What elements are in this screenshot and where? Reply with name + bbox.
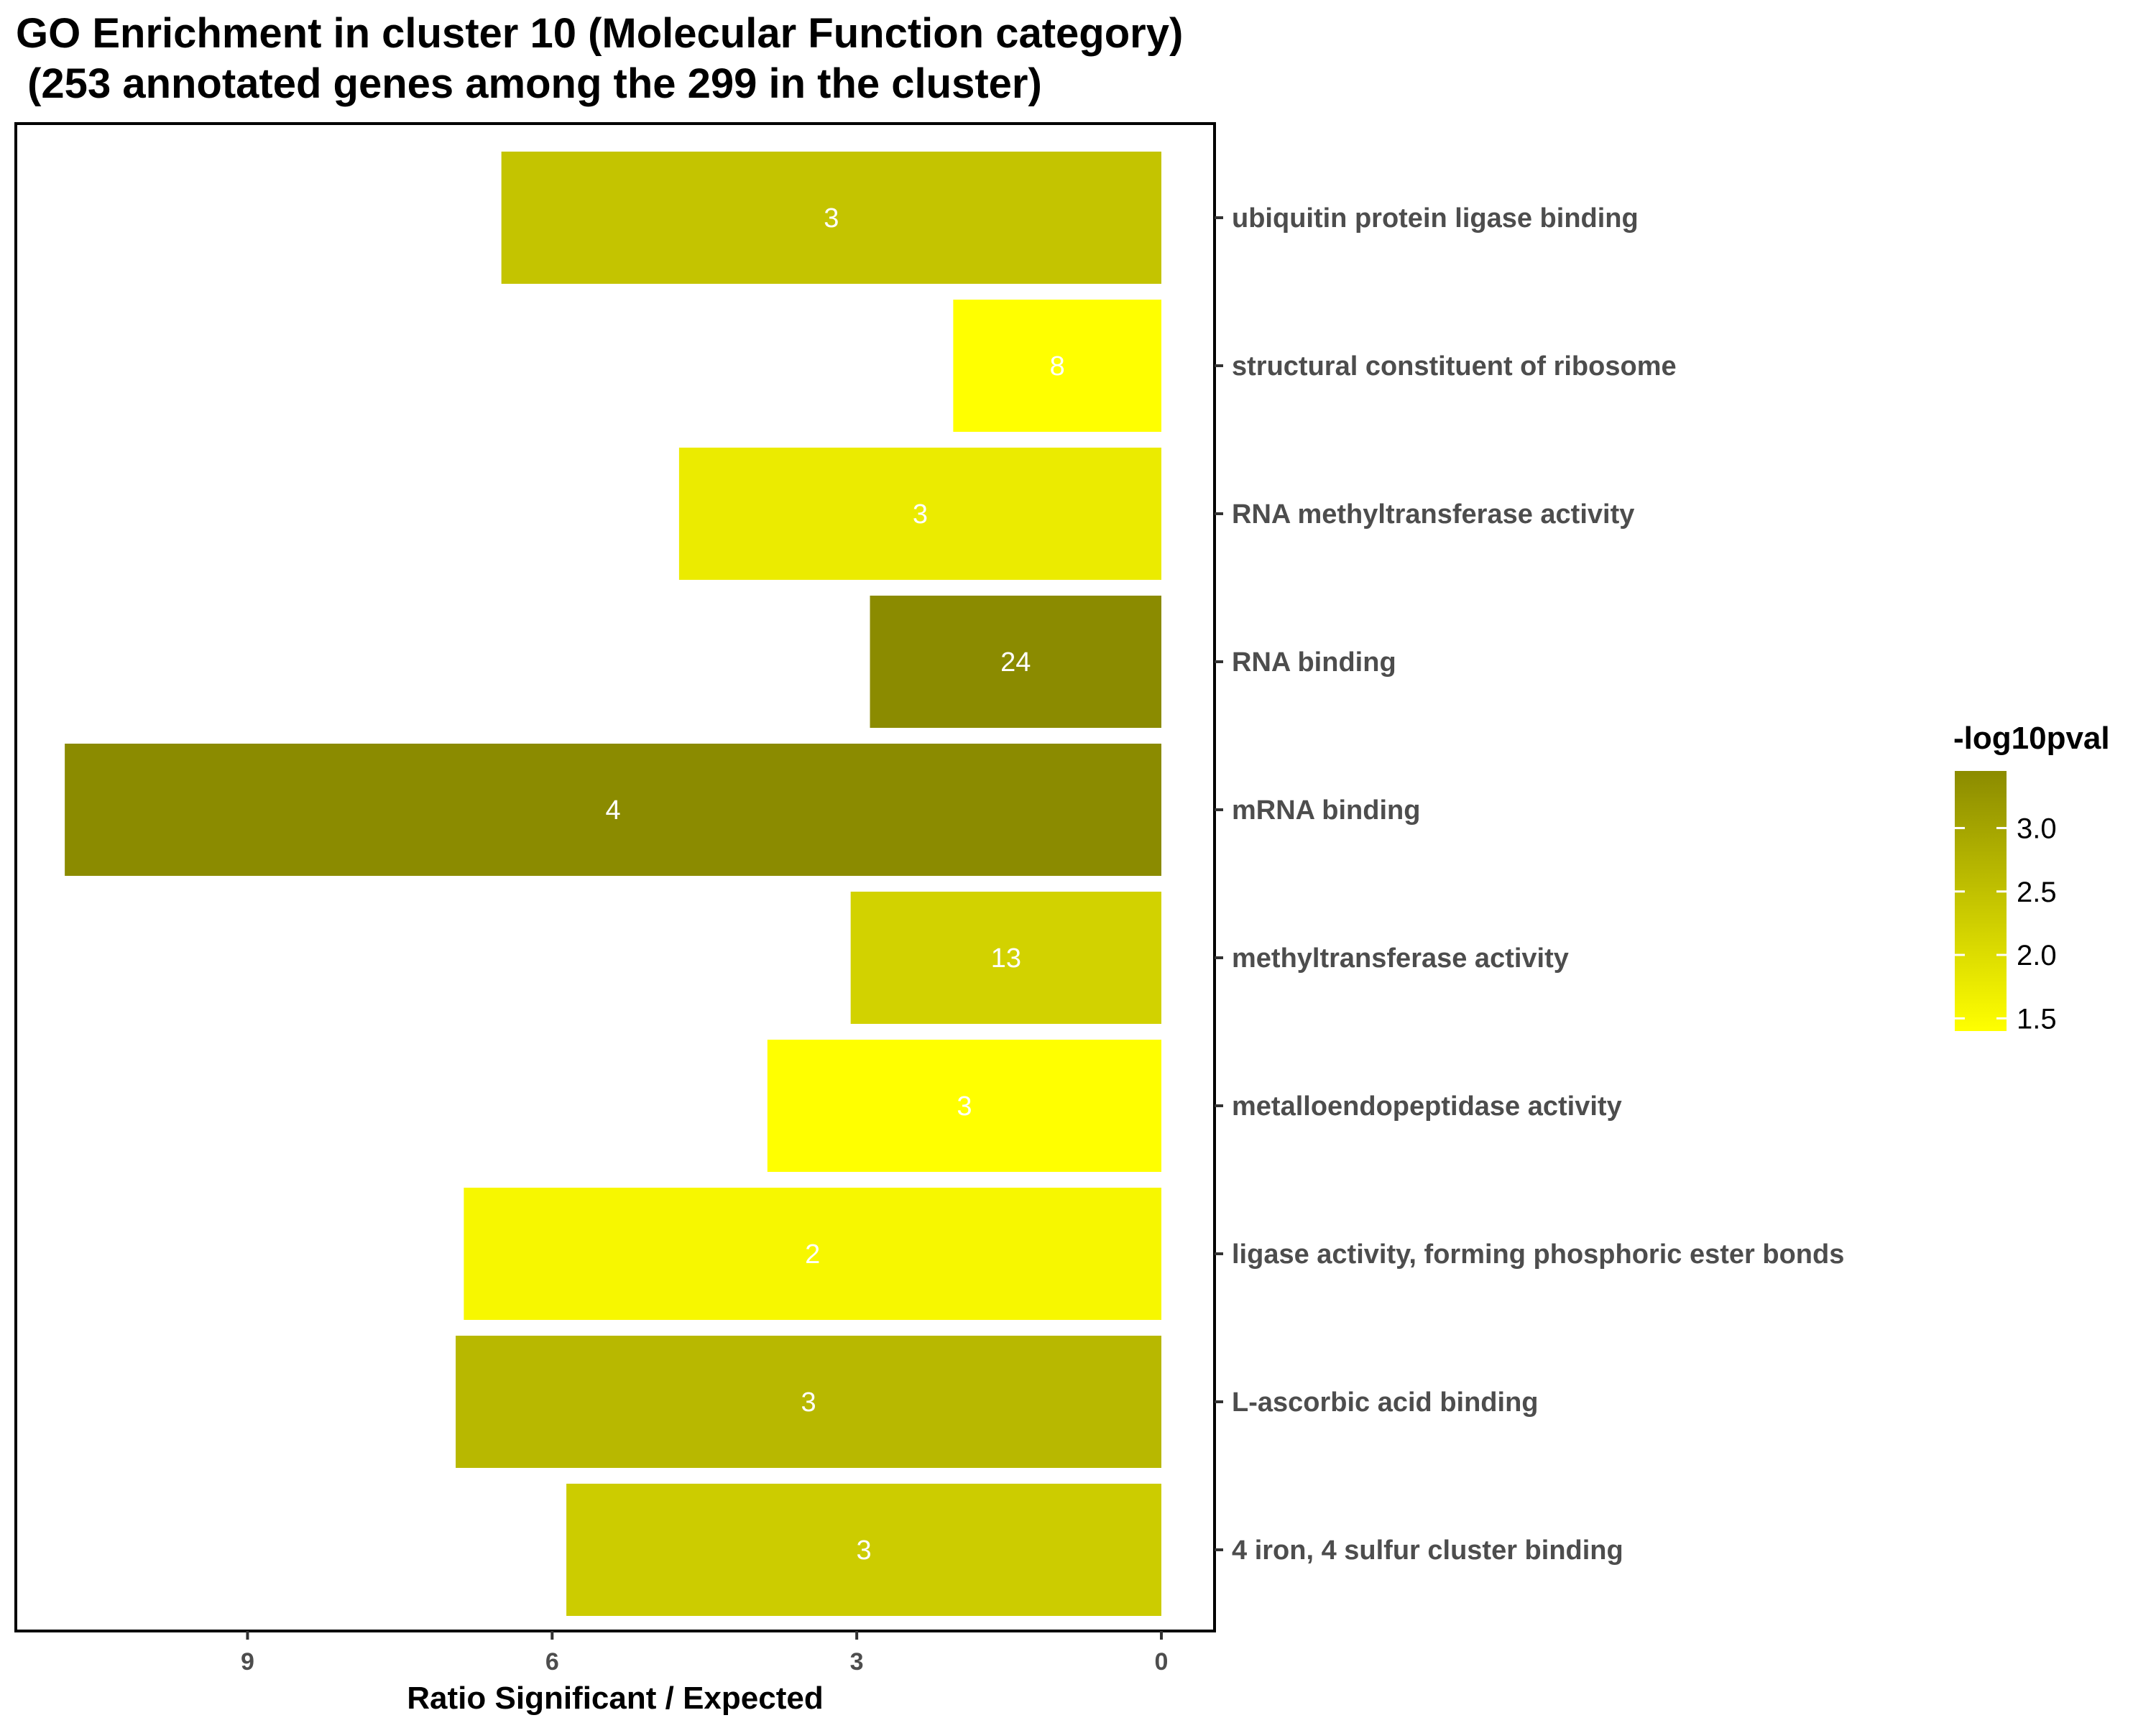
legend-tick-label-0: 1.5 (2017, 1003, 2057, 1035)
bar-data-label-3: 24 (1000, 647, 1031, 678)
category-label-2: RNA methyltransferase activity (1232, 499, 1634, 530)
bars-group (65, 152, 1162, 1616)
x-axis-title: Ratio Significant / Expected (407, 1681, 823, 1716)
bar-9 (566, 1484, 1161, 1616)
category-label-4: mRNA binding (1232, 795, 1420, 826)
y-axis-group: ubiquitin protein ligase binding structur… (1215, 203, 1844, 1566)
bar-2 (678, 448, 1161, 580)
bar-7 (464, 1188, 1161, 1320)
color-legend: -log10pval 1.5 2.0 2.5 3.0 (1953, 721, 2110, 1035)
bar-data-label-4: 4 (605, 795, 620, 826)
legend-title: -log10pval (1953, 721, 2110, 756)
chart-title-line-1: GO Enrichment in cluster 10 (Molecular F… (16, 10, 1183, 57)
x-tick-label-2: 6 (545, 1648, 559, 1676)
bar-3 (870, 596, 1161, 728)
category-label-5: methyltransferase activity (1232, 943, 1569, 974)
x-tick-label-0: 0 (1155, 1648, 1169, 1676)
bar-1 (953, 300, 1161, 432)
bar-4 (65, 744, 1162, 876)
legend-colorbar (1955, 771, 2007, 1031)
category-label-6: metalloendopeptidase activity (1232, 1091, 1622, 1122)
x-tick-label-3: 9 (241, 1648, 254, 1676)
bar-data-label-0: 3 (824, 203, 839, 234)
bar-8 (456, 1336, 1161, 1468)
bar-5 (850, 892, 1161, 1024)
category-label-1: structural constituent of ribosome (1232, 351, 1677, 382)
x-tick-label-1: 3 (850, 1648, 864, 1676)
bar-data-label-9: 3 (856, 1535, 871, 1566)
legend-tick-label-1: 2.0 (2017, 940, 2057, 971)
bar-6 (767, 1040, 1161, 1172)
bar-data-label-8: 3 (801, 1387, 816, 1418)
category-label-8: L-ascorbic acid binding (1232, 1387, 1539, 1418)
chart-title-line-2: (253 annotated genes among the 299 in th… (16, 60, 1042, 107)
x-axis-group: 0 3 6 9 (241, 1631, 1168, 1676)
category-label-0: ubiquitin protein ligase binding (1232, 203, 1639, 234)
bar-data-label-5: 13 (991, 943, 1021, 974)
category-label-9: 4 iron, 4 sulfur cluster binding (1232, 1535, 1623, 1566)
bar-data-label-7: 2 (805, 1239, 820, 1270)
bar-data-label-2: 3 (913, 499, 928, 530)
category-label-3: RNA binding (1232, 647, 1396, 678)
bar-0 (501, 152, 1161, 284)
legend-tick-label-3: 3.0 (2017, 813, 2057, 844)
bar-data-label-1: 8 (1050, 351, 1065, 382)
bar-data-label-6: 3 (957, 1091, 972, 1122)
legend-ticks-group: 1.5 2.0 2.5 3.0 (1955, 813, 2057, 1035)
legend-tick-label-2: 2.5 (2017, 877, 2057, 908)
category-label-7: ligase activity, forming phosphoric este… (1232, 1239, 1844, 1270)
bar-labels-group: 3 8 3 24 4 13 3 2 3 3 (605, 203, 1064, 1566)
